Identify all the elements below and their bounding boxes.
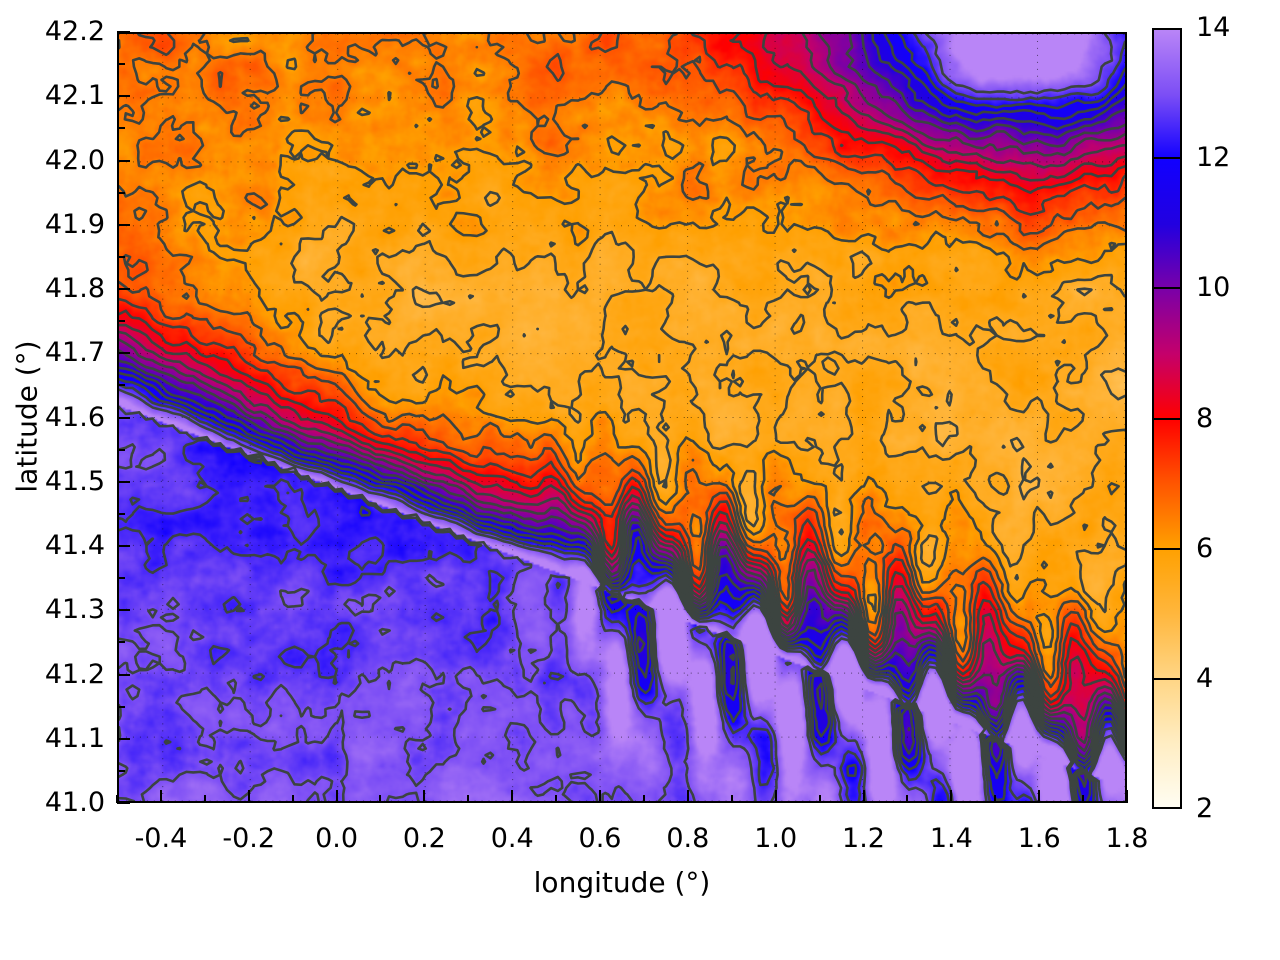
y-minor-tick bbox=[117, 769, 125, 772]
y-major-tick bbox=[117, 95, 130, 98]
x-minor-tick bbox=[467, 795, 470, 803]
y-tick-label: 41.6 bbox=[44, 401, 105, 433]
x-tick-label: 1.0 bbox=[754, 823, 798, 854]
x-major-tick bbox=[423, 790, 426, 803]
x-major-tick bbox=[335, 790, 338, 803]
x-axis-label: longitude (°) bbox=[533, 866, 711, 899]
y-major-tick bbox=[117, 737, 130, 740]
x-minor-tick bbox=[1082, 795, 1085, 803]
x-minor-tick bbox=[379, 795, 382, 803]
y-tick-label: 42.2 bbox=[44, 16, 105, 47]
x-tick-label: 1.2 bbox=[842, 823, 885, 854]
x-tick-label: 0.8 bbox=[666, 823, 710, 854]
y-major-tick bbox=[117, 802, 130, 804]
x-major-tick bbox=[950, 790, 953, 803]
y-minor-tick bbox=[117, 127, 125, 130]
x-minor-tick bbox=[906, 795, 909, 803]
x-major-tick bbox=[686, 790, 689, 803]
y-tick-label: 41.7 bbox=[44, 337, 105, 369]
x-major-tick bbox=[599, 790, 602, 803]
y-major-tick bbox=[117, 31, 130, 33]
colorbar-tick-label: 6 bbox=[1196, 532, 1214, 564]
y-tick-label: 41.3 bbox=[44, 594, 105, 626]
colorbar-tick-label: 12 bbox=[1196, 142, 1231, 174]
y-major-tick bbox=[117, 159, 130, 162]
x-minor-tick bbox=[730, 795, 733, 803]
y-major-tick bbox=[117, 480, 130, 483]
x-tick-label: 0.2 bbox=[402, 823, 446, 854]
y-major-tick bbox=[117, 416, 130, 419]
x-tick-label: 1.4 bbox=[929, 823, 973, 854]
y-tick-label: 42.0 bbox=[44, 144, 105, 176]
y-minor-tick bbox=[117, 63, 125, 66]
x-tick-label: 0.0 bbox=[315, 823, 359, 854]
y-minor-tick bbox=[117, 705, 125, 708]
y-major-tick bbox=[117, 609, 130, 612]
x-major-tick bbox=[247, 790, 250, 803]
colorbar-tick-label: 14 bbox=[1196, 12, 1231, 43]
y-minor-tick bbox=[117, 384, 125, 387]
y-minor-tick bbox=[117, 577, 125, 580]
colorbar-tick bbox=[1152, 677, 1182, 680]
x-tick-label: -0.2 bbox=[222, 823, 276, 854]
y-minor-tick bbox=[117, 448, 125, 451]
x-major-tick bbox=[862, 790, 865, 803]
y-tick-label: 41.9 bbox=[44, 208, 105, 240]
colorbar-tick bbox=[1152, 417, 1182, 420]
x-major-tick bbox=[511, 790, 514, 803]
x-minor-tick bbox=[291, 795, 294, 803]
x-tick-label: 1.6 bbox=[1017, 823, 1061, 854]
y-tick-label: 41.1 bbox=[44, 722, 105, 754]
x-major-tick bbox=[1038, 790, 1041, 803]
y-tick-label: 41.4 bbox=[44, 530, 105, 561]
y-minor-tick bbox=[117, 191, 125, 194]
colorbar-tick bbox=[1152, 287, 1182, 290]
y-tick-label: 41.2 bbox=[44, 658, 105, 690]
contour-lines bbox=[119, 34, 1125, 801]
colorbar-tick bbox=[1152, 547, 1182, 550]
colorbar-tick bbox=[1152, 157, 1182, 160]
y-major-tick bbox=[117, 545, 130, 547]
x-tick-label: 1.8 bbox=[1105, 823, 1149, 854]
y-major-tick bbox=[117, 673, 130, 676]
y-minor-tick bbox=[117, 255, 125, 258]
x-tick-label: 0.4 bbox=[490, 823, 534, 854]
y-minor-tick bbox=[117, 641, 125, 644]
x-minor-tick bbox=[116, 795, 118, 803]
x-major-tick bbox=[1126, 790, 1128, 803]
x-tick-label: 0.6 bbox=[578, 823, 622, 854]
x-minor-tick bbox=[203, 795, 206, 803]
y-major-tick bbox=[117, 288, 130, 290]
x-major-tick bbox=[774, 790, 777, 803]
y-major-tick bbox=[117, 223, 130, 226]
colorbar-tick-label: 2 bbox=[1196, 793, 1214, 824]
x-major-tick bbox=[159, 790, 162, 803]
colorbar-tick-label: 8 bbox=[1196, 402, 1214, 434]
y-tick-label: 41.0 bbox=[44, 787, 105, 818]
y-minor-tick bbox=[117, 512, 125, 515]
y-tick-label: 41.8 bbox=[44, 273, 105, 304]
y-tick-label: 42.1 bbox=[44, 80, 105, 112]
y-minor-tick bbox=[117, 320, 125, 323]
colorbar-tick-label: 4 bbox=[1196, 662, 1214, 694]
plot-area bbox=[117, 32, 1127, 803]
y-tick-label: 41.5 bbox=[44, 465, 105, 497]
colorbar-tick-label: 10 bbox=[1196, 272, 1231, 304]
x-minor-tick bbox=[818, 795, 821, 803]
y-major-tick bbox=[117, 352, 130, 355]
x-minor-tick bbox=[642, 795, 645, 803]
x-minor-tick bbox=[994, 795, 997, 803]
y-axis-label: latitude (°) bbox=[10, 340, 44, 493]
x-tick-label: -0.4 bbox=[134, 823, 188, 854]
x-minor-tick bbox=[555, 795, 558, 803]
